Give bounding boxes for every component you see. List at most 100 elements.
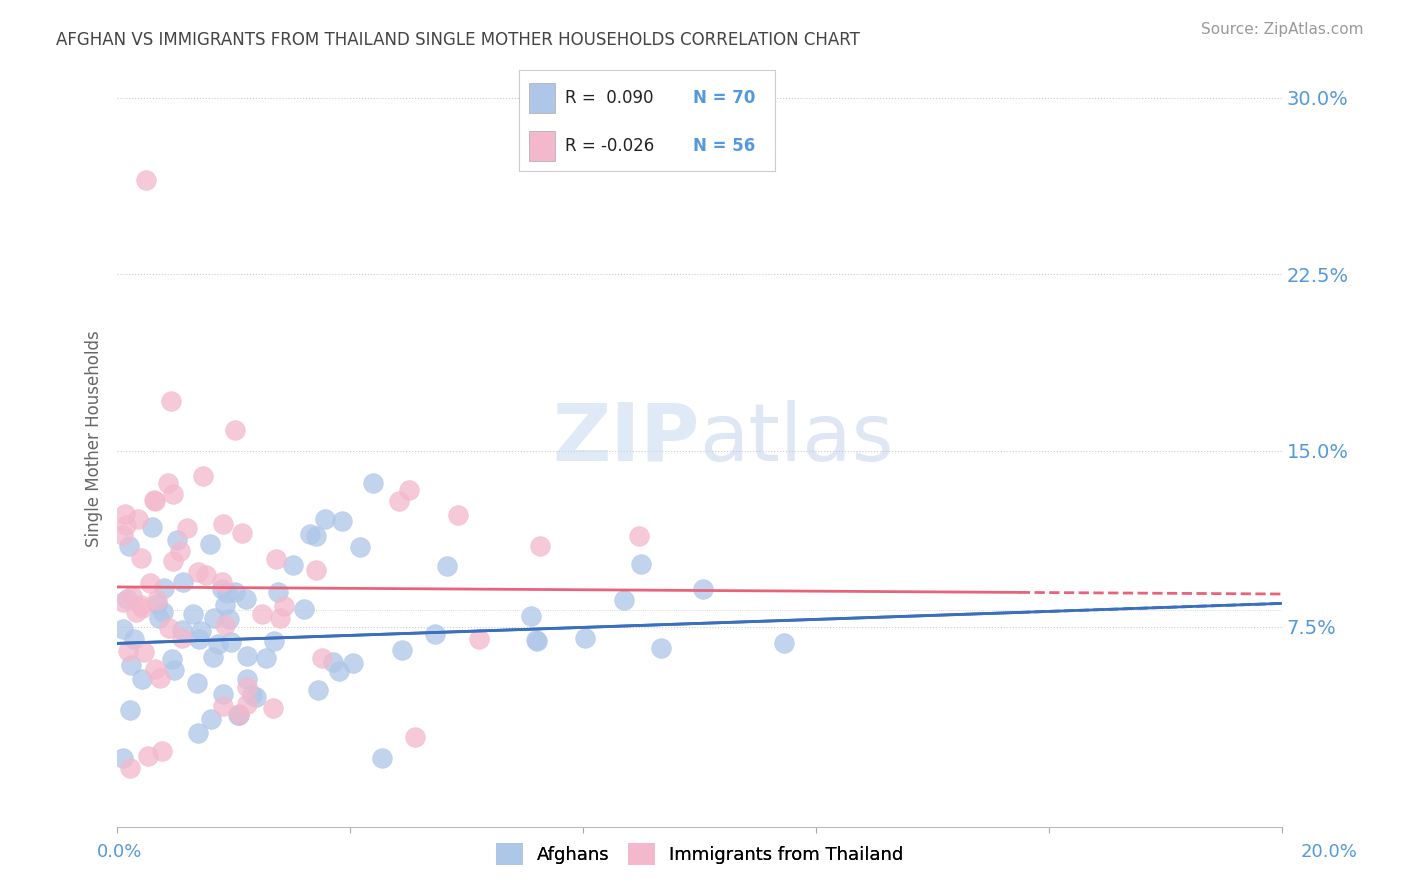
Point [214, 618, 236, 632]
Point [181, 607, 204, 621]
Point [129, 550, 152, 565]
Point [236, 673, 259, 687]
Point [187, 726, 209, 740]
Legend: Afghans, Immigrants from Thailand: Afghans, Immigrants from Thailand [488, 836, 911, 872]
Point [529, 539, 551, 553]
Point [211, 582, 233, 596]
Point [111, 595, 134, 609]
Point [120, 657, 142, 672]
Point [235, 649, 257, 664]
Point [149, 671, 172, 685]
Point [202, 611, 225, 625]
Point [195, 567, 218, 582]
Point [398, 483, 420, 498]
Point [240, 688, 263, 702]
Point [231, 525, 253, 540]
Point [305, 563, 328, 577]
Point [330, 515, 353, 529]
Point [172, 574, 194, 589]
Point [281, 558, 304, 573]
Point [520, 609, 543, 624]
Point [436, 559, 458, 574]
Point [574, 631, 596, 645]
Point [349, 541, 371, 555]
Point [135, 173, 157, 187]
Point [361, 476, 384, 491]
Point [262, 701, 284, 715]
Point [273, 599, 295, 613]
Point [141, 519, 163, 533]
Text: AFGHAN VS IMMIGRANTS FROM THAILAND SINGLE MOTHER HOUSEHOLDS CORRELATION CHART: AFGHAN VS IMMIGRANTS FROM THAILAND SINGL… [56, 31, 860, 49]
Point [143, 494, 166, 508]
Point [190, 624, 212, 638]
Point [219, 635, 242, 649]
Point [269, 611, 291, 625]
Point [314, 512, 336, 526]
Point [166, 533, 188, 547]
Point [187, 565, 209, 579]
Point [211, 698, 233, 713]
Point [120, 703, 142, 717]
Text: Source: ZipAtlas.com: Source: ZipAtlas.com [1201, 22, 1364, 37]
Point [627, 529, 650, 543]
Point [157, 476, 180, 491]
Point [328, 664, 350, 678]
Point [650, 641, 672, 656]
Point [245, 690, 267, 704]
Point [224, 423, 246, 437]
Point [162, 553, 184, 567]
Point [236, 680, 259, 694]
Point [131, 672, 153, 686]
Point [152, 605, 174, 619]
Point [145, 593, 167, 607]
Point [120, 761, 142, 775]
Point [264, 552, 287, 566]
Point [148, 611, 170, 625]
Point [305, 528, 328, 542]
Point [117, 644, 139, 658]
Point [157, 621, 180, 635]
Point [160, 652, 183, 666]
Point [524, 632, 547, 647]
Point [218, 611, 240, 625]
Point [139, 575, 162, 590]
Point [176, 521, 198, 535]
Point [131, 598, 153, 612]
Point [630, 557, 652, 571]
Point [423, 627, 446, 641]
Point [235, 592, 257, 607]
Point [202, 649, 225, 664]
Point [160, 393, 183, 408]
Point [115, 591, 138, 606]
Point [125, 605, 148, 619]
Point [266, 585, 288, 599]
Point [162, 487, 184, 501]
Point [468, 632, 491, 646]
Point [311, 651, 333, 665]
Point [228, 708, 250, 723]
Point [111, 622, 134, 636]
Point [207, 637, 229, 651]
Point [292, 602, 315, 616]
Point [211, 574, 233, 589]
Text: 20.0%: 20.0% [1301, 843, 1357, 861]
Point [387, 494, 409, 508]
Point [153, 581, 176, 595]
Point [111, 527, 134, 541]
Point [122, 632, 145, 646]
Point [447, 508, 470, 522]
Point [404, 731, 426, 745]
Point [127, 512, 149, 526]
Point [236, 697, 259, 711]
Point [254, 651, 277, 665]
Point [226, 707, 249, 722]
Point [170, 624, 193, 638]
Point [131, 600, 153, 615]
Point [322, 655, 344, 669]
Point [118, 539, 141, 553]
Point [224, 585, 246, 599]
Point [200, 537, 222, 551]
Point [136, 748, 159, 763]
Point [391, 643, 413, 657]
Point [214, 599, 236, 613]
